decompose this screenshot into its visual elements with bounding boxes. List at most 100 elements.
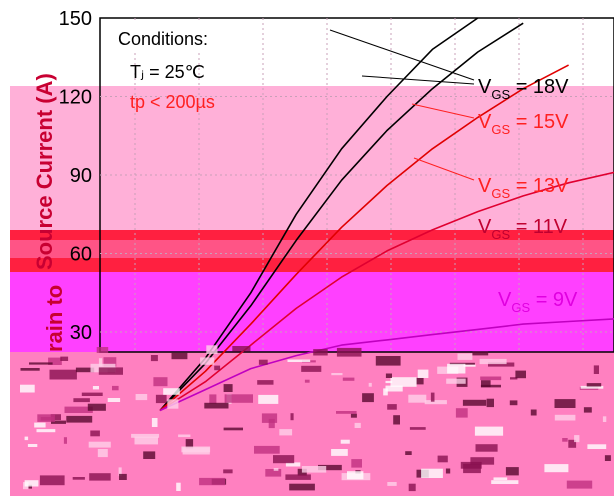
noise-block bbox=[60, 356, 69, 361]
noise-block bbox=[375, 356, 401, 366]
noise-block bbox=[273, 455, 295, 464]
noise-block bbox=[155, 394, 167, 404]
noise-block bbox=[385, 373, 392, 378]
noise-block bbox=[112, 385, 119, 391]
noise-block bbox=[214, 365, 221, 371]
noise-block bbox=[347, 471, 364, 480]
noise-block bbox=[342, 377, 355, 381]
noise-block bbox=[200, 357, 215, 365]
noise-block bbox=[204, 402, 229, 409]
noise-block bbox=[254, 445, 280, 454]
noise-block bbox=[475, 444, 498, 452]
noise-block bbox=[81, 392, 103, 396]
arrow-18-b bbox=[361, 75, 475, 85]
noise-block bbox=[131, 433, 160, 438]
noise-block bbox=[29, 362, 53, 365]
noise-block bbox=[313, 349, 328, 356]
noise-block bbox=[28, 484, 32, 489]
noise-block bbox=[171, 352, 188, 360]
noise-block bbox=[387, 482, 397, 486]
noise-block bbox=[446, 378, 466, 384]
noise-block bbox=[462, 399, 487, 406]
noise-block bbox=[430, 392, 435, 402]
arrow-13 bbox=[413, 157, 475, 181]
label-vgs-13: VGS = 13V bbox=[478, 175, 569, 201]
noise-block bbox=[181, 446, 211, 453]
series-line-1 bbox=[159, 22, 524, 412]
noise-block bbox=[88, 441, 111, 448]
noise-block bbox=[135, 394, 148, 401]
noise-block bbox=[163, 388, 180, 395]
conditions-heading: Conditions: bbox=[118, 29, 208, 49]
noise-block bbox=[20, 368, 40, 371]
noise-block bbox=[63, 437, 67, 444]
arrow-15 bbox=[411, 103, 475, 119]
noise-block bbox=[385, 385, 403, 392]
noise-block bbox=[368, 382, 372, 387]
noise-block bbox=[92, 386, 99, 390]
noise-block bbox=[486, 398, 494, 408]
noise-block bbox=[209, 394, 217, 404]
noise-block bbox=[510, 377, 518, 380]
noise-block bbox=[318, 464, 342, 471]
noise-block bbox=[285, 474, 311, 480]
noise-block bbox=[34, 422, 46, 428]
series-line-2 bbox=[159, 64, 569, 412]
noise-block bbox=[336, 411, 357, 414]
noise-block bbox=[416, 377, 424, 385]
noise-block bbox=[387, 404, 397, 410]
noise-block bbox=[167, 399, 179, 409]
noise-block bbox=[445, 468, 451, 474]
noise-block bbox=[223, 427, 243, 431]
noise-block bbox=[290, 413, 294, 421]
noise-block bbox=[331, 449, 348, 456]
noise-block bbox=[480, 384, 501, 388]
noise-block bbox=[37, 414, 55, 422]
noise-block bbox=[176, 482, 181, 491]
noise-block bbox=[331, 373, 343, 376]
noise-block bbox=[336, 347, 362, 357]
noise-block bbox=[232, 346, 251, 352]
noise-block bbox=[107, 398, 121, 402]
noise-block bbox=[405, 451, 412, 455]
conditions-box-bg bbox=[110, 22, 250, 52]
noise-block bbox=[287, 359, 311, 362]
noise-artifacts bbox=[20, 345, 611, 492]
noise-block bbox=[20, 384, 35, 393]
noise-block bbox=[258, 394, 279, 404]
noise-block bbox=[593, 365, 599, 374]
noise-block bbox=[437, 455, 448, 463]
series-line-3 bbox=[159, 171, 614, 412]
label-vgs-9: VGS = 9V bbox=[498, 289, 578, 315]
noise-block bbox=[474, 426, 504, 436]
noise-block bbox=[48, 357, 62, 365]
noise-block bbox=[223, 469, 233, 474]
noise-block bbox=[447, 363, 466, 374]
noise-block bbox=[24, 436, 29, 441]
noise-block bbox=[470, 457, 495, 465]
noise-block bbox=[583, 407, 592, 413]
series-labels: VGS = 18V VGS = 15V VGS = 13V VGS = 11V … bbox=[478, 76, 578, 315]
noise-block bbox=[50, 414, 61, 421]
noise-block bbox=[304, 379, 310, 383]
noise-block bbox=[554, 414, 576, 421]
noise-block bbox=[36, 429, 56, 433]
noise-block bbox=[351, 459, 362, 468]
noise-block bbox=[383, 388, 388, 396]
noise-block bbox=[98, 358, 103, 367]
noise-block bbox=[340, 439, 350, 444]
noise-block bbox=[285, 462, 301, 467]
noise-block bbox=[408, 483, 416, 492]
noise-block bbox=[265, 469, 282, 477]
noise-block bbox=[509, 400, 518, 406]
y-tick-labels: 30 60 90 120 150 bbox=[59, 8, 92, 344]
y-axis-label: Source Current (A) bbox=[32, 73, 57, 270]
noise-block bbox=[491, 480, 519, 484]
y-tick-60: 60 bbox=[70, 244, 92, 266]
noise-block bbox=[493, 477, 508, 481]
y-axis-label-fragment: rain to bbox=[42, 285, 67, 352]
noise-block bbox=[49, 369, 77, 380]
noise-block bbox=[408, 394, 427, 403]
conditions-tj: Tⱼ = 25℃ bbox=[130, 62, 205, 82]
noise-block bbox=[409, 427, 426, 430]
